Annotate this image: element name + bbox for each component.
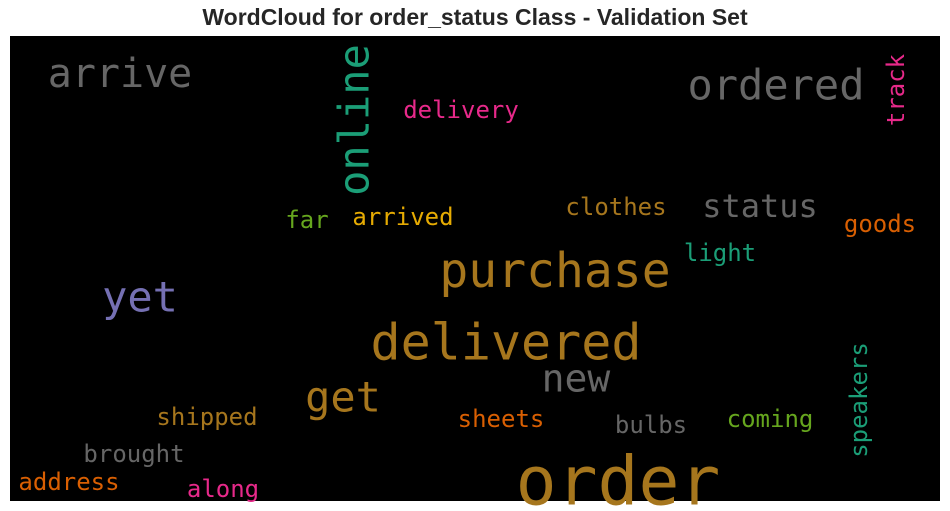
word-clothes: clothes bbox=[565, 193, 666, 221]
word-track: track bbox=[882, 53, 910, 126]
cloud-background bbox=[10, 36, 940, 501]
word-delivered: delivered bbox=[371, 314, 642, 372]
word-delivery: delivery bbox=[403, 96, 519, 124]
word-coming: coming bbox=[727, 405, 814, 433]
chart-title: WordCloud for order_status Class - Valid… bbox=[202, 4, 748, 30]
word-arrive: arrive bbox=[48, 51, 193, 97]
word-online: online bbox=[330, 44, 379, 196]
word-ordered: ordered bbox=[687, 61, 864, 110]
word-light: light bbox=[684, 239, 756, 267]
word-goods: goods bbox=[844, 210, 916, 238]
word-purchase: purchase bbox=[439, 243, 670, 299]
word-new: new bbox=[542, 357, 611, 401]
word-speakers: speakers bbox=[845, 342, 873, 458]
word-far: far bbox=[285, 206, 328, 234]
word-status: status bbox=[702, 187, 818, 225]
word-arrived: arrived bbox=[352, 203, 453, 231]
word-sheets: sheets bbox=[458, 405, 545, 433]
word-address: address bbox=[18, 468, 119, 496]
word-brought: brought bbox=[83, 440, 184, 468]
word-get: get bbox=[305, 373, 381, 422]
word-shipped: shipped bbox=[156, 403, 257, 431]
word-group: order delivered purchase online yet ordered ar… bbox=[18, 44, 916, 511]
word-yet: yet bbox=[102, 273, 178, 322]
word-order: order bbox=[516, 443, 721, 511]
word-bulbs: bulbs bbox=[615, 411, 687, 439]
word-along: along bbox=[187, 475, 259, 503]
